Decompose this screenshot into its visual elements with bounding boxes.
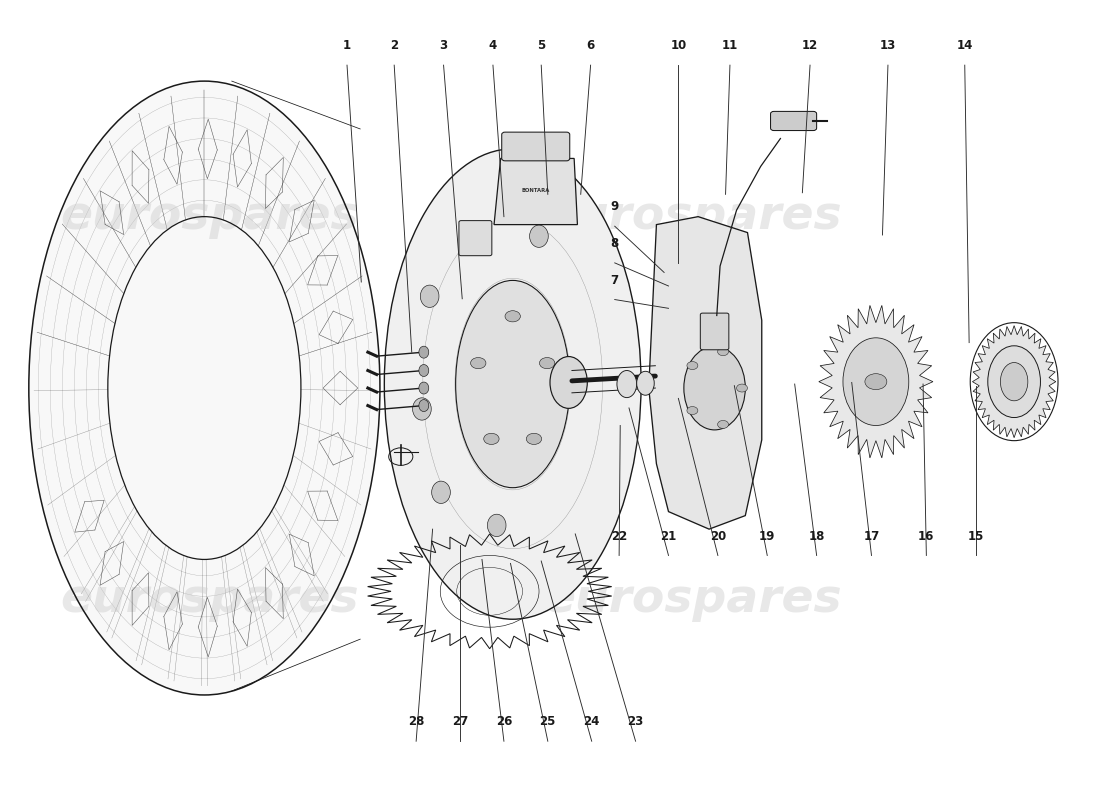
Text: 12: 12 <box>802 39 818 53</box>
Text: 16: 16 <box>918 530 935 542</box>
Text: 26: 26 <box>496 715 513 729</box>
Text: 23: 23 <box>627 715 644 729</box>
Text: 2: 2 <box>390 39 398 53</box>
Polygon shape <box>972 326 1056 438</box>
Text: 24: 24 <box>583 715 600 729</box>
Text: 20: 20 <box>710 530 726 542</box>
Ellipse shape <box>550 357 587 408</box>
Ellipse shape <box>684 346 746 430</box>
Ellipse shape <box>455 281 570 488</box>
Text: eurospares: eurospares <box>543 194 842 239</box>
Ellipse shape <box>529 225 548 247</box>
Circle shape <box>539 358 554 369</box>
Text: eurospares: eurospares <box>60 194 360 239</box>
Circle shape <box>865 374 887 390</box>
Text: 11: 11 <box>722 39 738 53</box>
Text: 8: 8 <box>610 237 619 250</box>
Text: 6: 6 <box>586 39 595 53</box>
Circle shape <box>717 348 728 356</box>
Polygon shape <box>649 217 762 529</box>
Text: 1: 1 <box>343 39 351 53</box>
Circle shape <box>505 310 520 322</box>
Ellipse shape <box>419 346 429 358</box>
Ellipse shape <box>384 149 641 619</box>
Circle shape <box>471 358 486 369</box>
Ellipse shape <box>419 382 429 394</box>
Text: 17: 17 <box>864 530 880 542</box>
Text: 22: 22 <box>610 530 627 542</box>
Ellipse shape <box>637 371 654 395</box>
Circle shape <box>484 434 499 445</box>
Polygon shape <box>818 306 933 458</box>
Ellipse shape <box>420 285 439 307</box>
Ellipse shape <box>487 514 506 537</box>
Text: 25: 25 <box>540 715 556 729</box>
Circle shape <box>686 362 697 370</box>
Ellipse shape <box>843 338 909 426</box>
Circle shape <box>526 434 541 445</box>
Ellipse shape <box>988 346 1041 418</box>
Text: eurospares: eurospares <box>543 577 842 622</box>
Text: 9: 9 <box>610 201 619 214</box>
Text: 7: 7 <box>610 274 619 286</box>
Text: 4: 4 <box>488 39 497 53</box>
Text: 3: 3 <box>440 39 448 53</box>
Ellipse shape <box>1000 362 1027 401</box>
Text: 13: 13 <box>880 39 896 53</box>
FancyBboxPatch shape <box>459 221 492 256</box>
Circle shape <box>686 406 697 414</box>
FancyBboxPatch shape <box>701 313 729 350</box>
Polygon shape <box>494 158 578 225</box>
Text: 5: 5 <box>537 39 546 53</box>
Ellipse shape <box>431 481 450 503</box>
Text: 21: 21 <box>660 530 676 542</box>
FancyBboxPatch shape <box>502 132 570 161</box>
Text: 15: 15 <box>968 530 983 542</box>
Text: 10: 10 <box>670 39 686 53</box>
Text: eurospares: eurospares <box>60 577 360 622</box>
Text: 28: 28 <box>408 715 425 729</box>
Ellipse shape <box>419 365 429 377</box>
Ellipse shape <box>412 398 431 420</box>
Ellipse shape <box>469 229 487 251</box>
Circle shape <box>717 421 728 429</box>
Ellipse shape <box>419 400 429 411</box>
Circle shape <box>737 384 748 392</box>
Text: 19: 19 <box>759 530 775 542</box>
Text: 18: 18 <box>808 530 825 542</box>
Ellipse shape <box>29 81 379 695</box>
Text: 27: 27 <box>452 715 469 729</box>
FancyBboxPatch shape <box>770 111 816 130</box>
Text: BONTARA: BONTARA <box>521 188 550 193</box>
Ellipse shape <box>617 370 637 398</box>
Text: 14: 14 <box>957 39 972 53</box>
